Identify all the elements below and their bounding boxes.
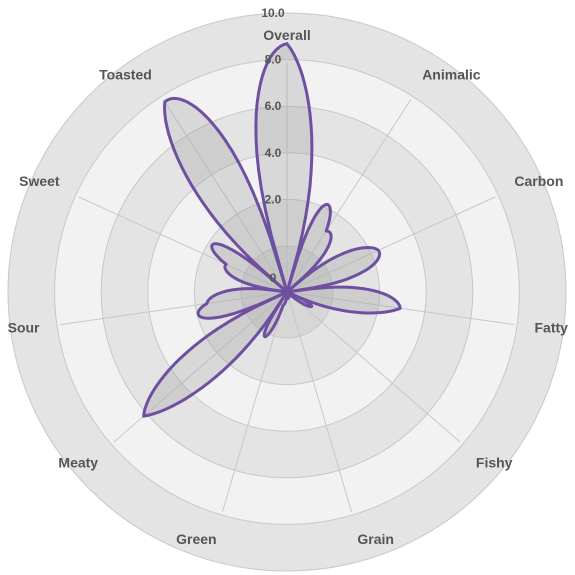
tick-label: 4.0	[265, 146, 282, 160]
axis-label-grain: Grain	[357, 531, 394, 547]
axis-label-animalic: Animalic	[422, 67, 481, 83]
tick-label: 6.0	[265, 99, 282, 113]
axis-spoke	[286, 291, 352, 512]
axis-spoke	[286, 291, 461, 443]
series-layer	[142, 42, 402, 418]
axis-label-fishy: Fishy	[476, 455, 513, 471]
axis-label-fatty: Fatty	[535, 320, 569, 336]
axis-labels: Overall Animalic Carbon Fatty Fishy Grain Gree…	[8, 27, 569, 547]
axis-label-overall: Overall	[263, 27, 310, 43]
tick-label: 2.0	[265, 192, 282, 206]
series-area	[142, 42, 402, 418]
tick-label: 0	[270, 271, 277, 285]
axis-label-carbon: Carbon	[514, 173, 563, 189]
axis-label-meaty: Meaty	[58, 455, 98, 471]
axis-label-sour: Sour	[8, 320, 40, 336]
axis-spoke	[286, 196, 496, 293]
axis-label-sweet: Sweet	[19, 173, 60, 189]
axis-spoke	[78, 196, 288, 293]
axis-label-green: Green	[176, 531, 216, 547]
axis-spoke	[162, 99, 288, 293]
axis-spoke	[222, 291, 288, 512]
tick-labels: 0 2.0 4.0 6.0 8.0 10.0	[261, 6, 285, 285]
axis-label-toasted: Toasted	[99, 67, 152, 83]
axis-spoke	[60, 291, 288, 326]
tick-label: 8.0	[265, 53, 282, 67]
tick-label: 10.0	[261, 6, 285, 20]
axis-spoke	[286, 99, 412, 293]
